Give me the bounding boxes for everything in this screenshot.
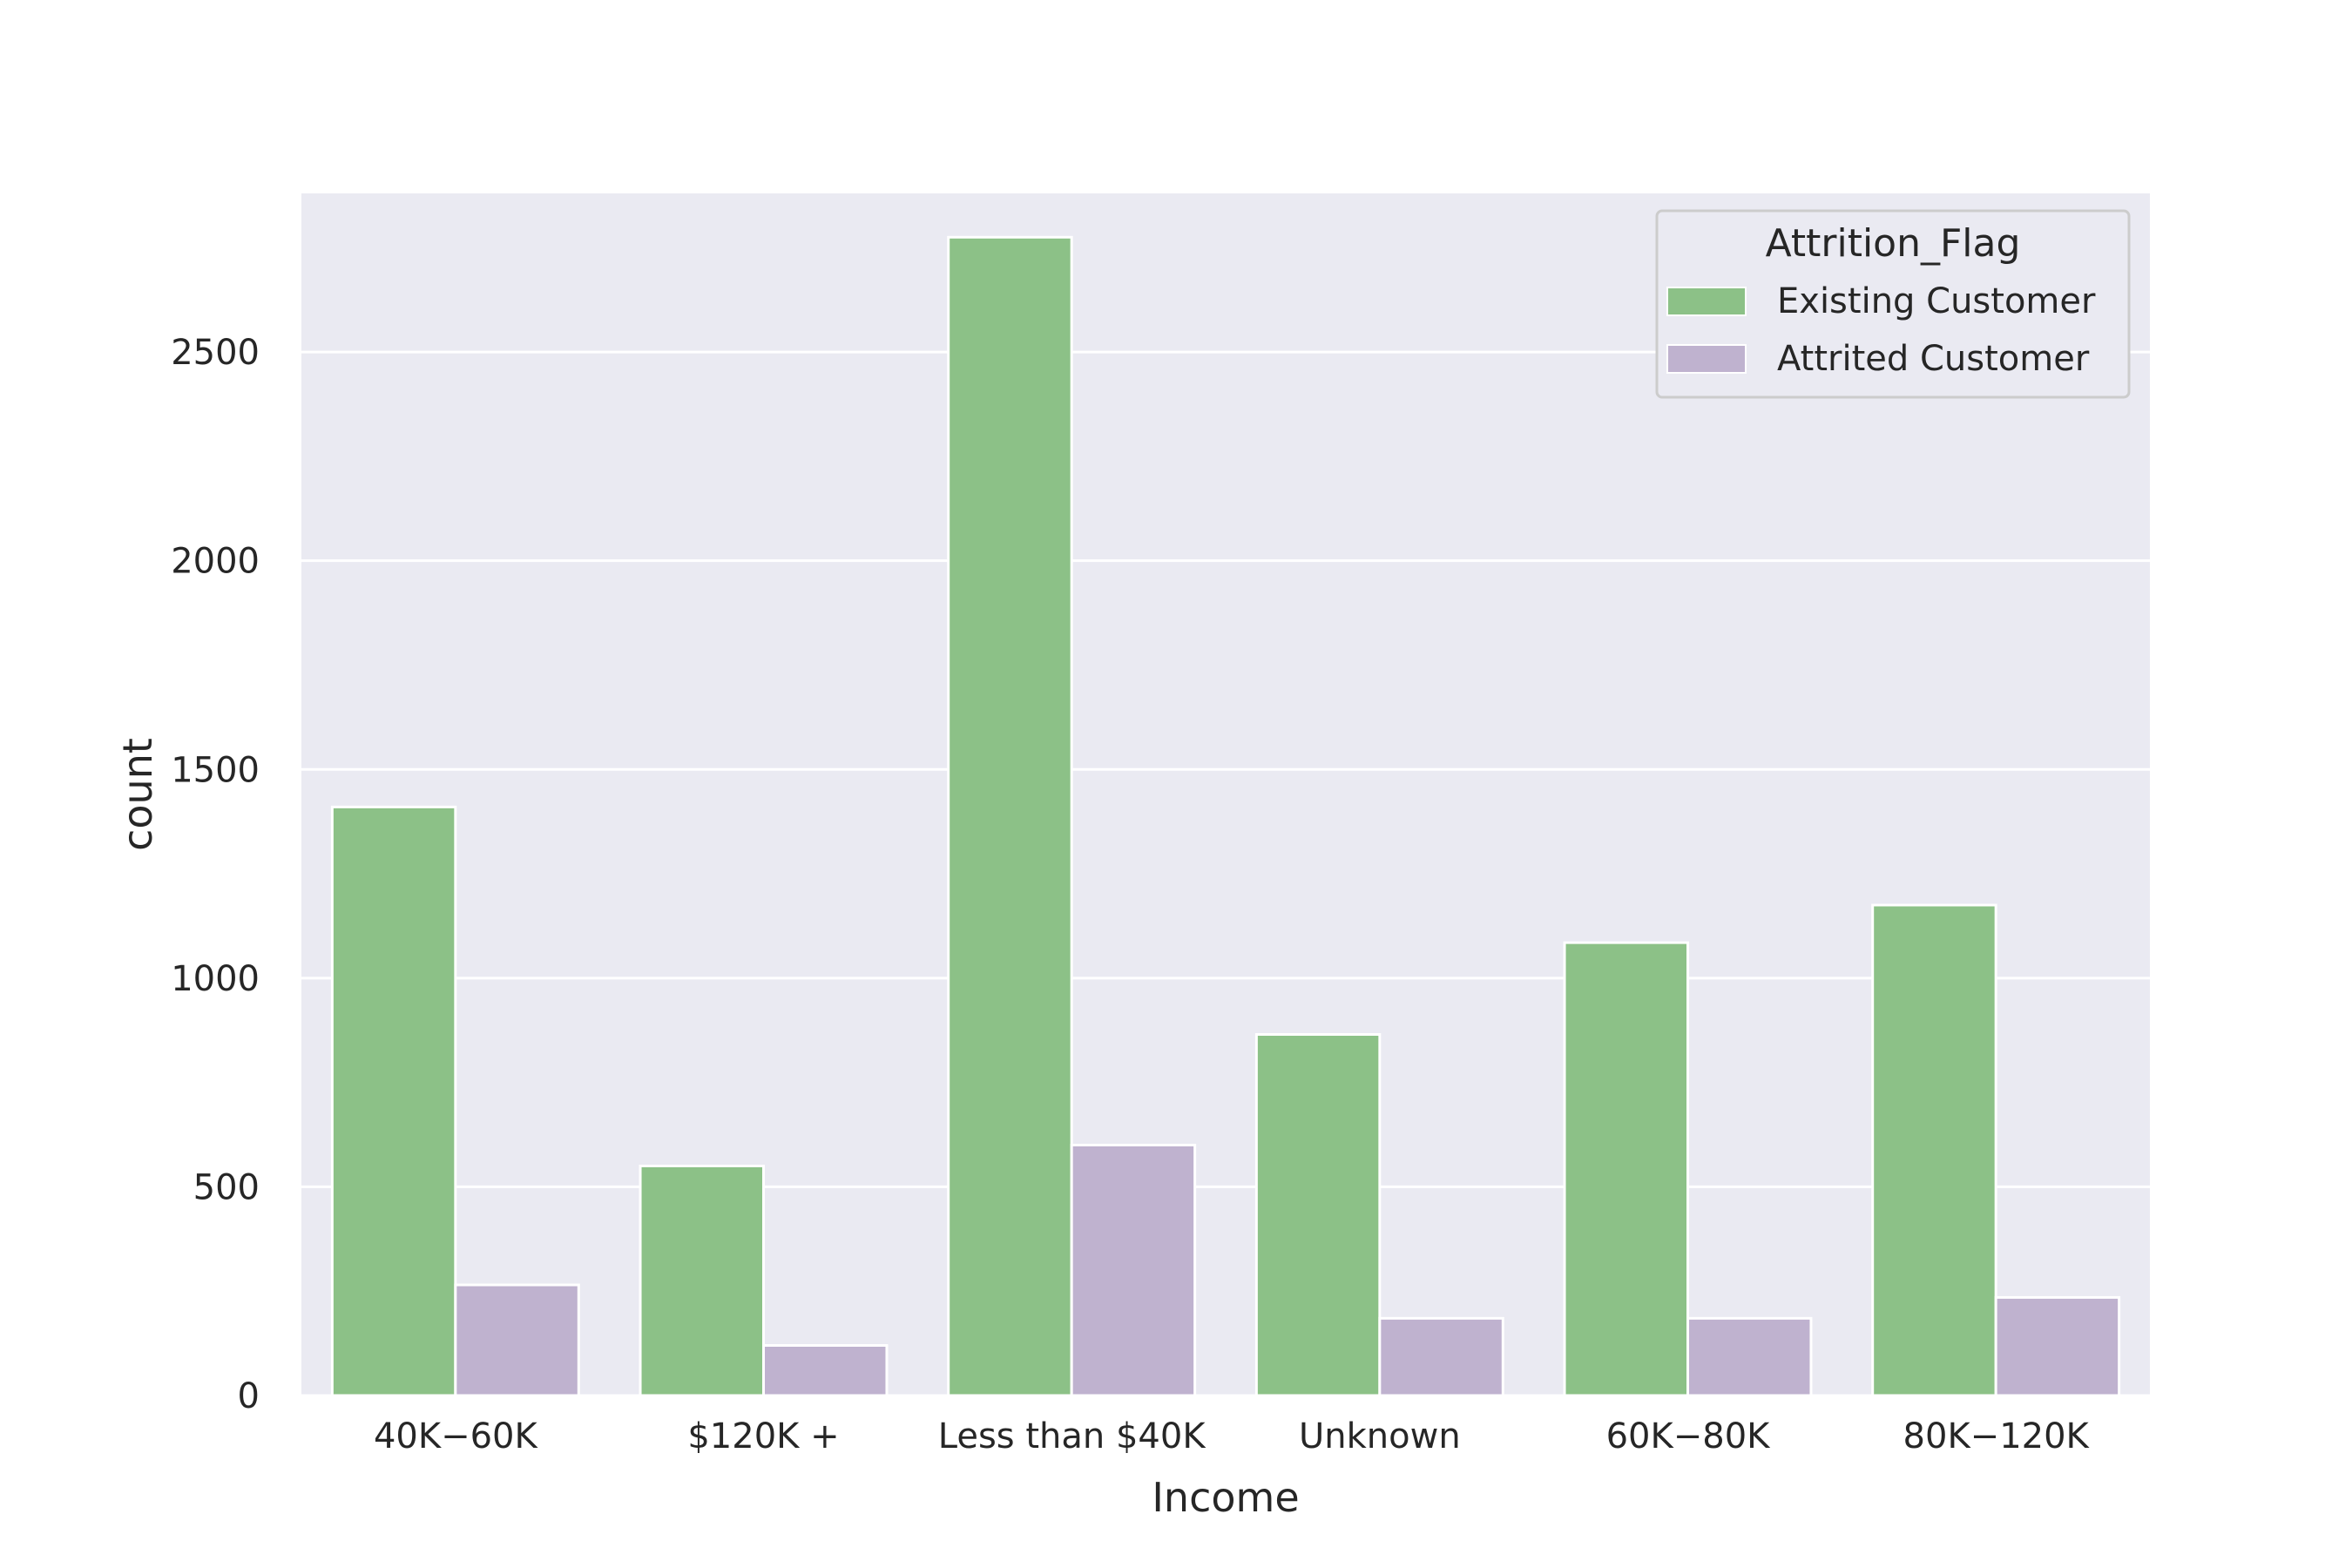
legend-swatch [1666,344,1747,374]
y-tick-label: 2500 [171,333,260,373]
bars [330,235,2121,1397]
bar [1994,1295,2121,1397]
x-tick-label: $120K + [687,1416,839,1456]
x-tick-label: 60K−80K [1606,1416,1772,1456]
bar [454,1283,580,1397]
bar [1563,941,1689,1397]
bar [1871,903,1997,1397]
bar [330,805,457,1397]
y-axis-label: count [114,738,161,851]
x-tick-label: Less than $40K [938,1416,1207,1456]
bar [1686,1316,1813,1397]
x-axis-label: Income [1152,1474,1299,1521]
x-tick-label: Unknown [1299,1416,1461,1456]
y-tick-label: 1500 [171,750,260,790]
y-tick-label: 500 [193,1167,260,1207]
bar [762,1344,889,1397]
y-tick-label: 0 [238,1376,260,1416]
legend-label: Attrited Customer [1777,339,2090,379]
bar [1070,1144,1197,1397]
bar [947,235,1073,1397]
x-tick-label: 80K−120K [1903,1416,2091,1456]
bar [1254,1033,1382,1397]
legend-box [1655,209,2131,399]
bar [639,1164,765,1397]
legend: Attrition_Flag Existing Customer Attrited… [1655,209,2131,399]
legend-title: Attrition_Flag [1766,221,2021,266]
y-tick-label: 2000 [171,542,260,582]
legend-swatch [1666,287,1747,316]
bar [1378,1316,1504,1397]
y-tick-labels: 0 500 1000 1500 2000 2500 [171,333,260,1416]
y-tick-label: 1000 [171,959,260,999]
legend-label: Existing Customer [1777,281,2096,321]
x-tick-label: 40K−60K [374,1416,539,1456]
x-tick-labels: 40K−60K $120K + Less than $40K Unknown 60K−8… [374,1416,2091,1456]
